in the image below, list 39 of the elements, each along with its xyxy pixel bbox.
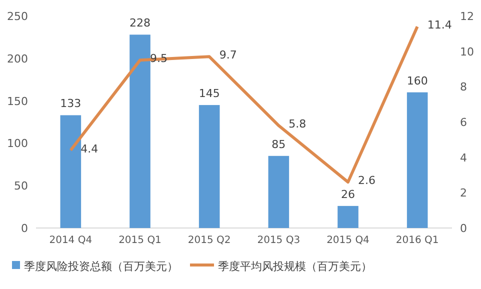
data-label: 160	[406, 74, 428, 88]
y-tick-label: 200	[7, 52, 28, 66]
y-tick-label: 0	[21, 222, 28, 235]
bar	[406, 92, 428, 228]
bar	[198, 105, 220, 228]
bar	[338, 206, 358, 228]
x-tick-label: 2014 Q4	[49, 235, 92, 246]
y2-tick-label: 2	[460, 186, 467, 200]
y2-tick-label: 12	[460, 10, 474, 23]
y2-tick-label: 4	[460, 151, 467, 164]
data-label: 5.8	[288, 118, 306, 131]
data-label: 145	[198, 87, 220, 100]
y2-tick-label: 8	[460, 80, 467, 94]
x-tick-label: 2015 Q3	[257, 235, 300, 246]
data-label: 133	[60, 97, 82, 110]
data-label: 26	[341, 188, 355, 201]
y-tick-label: 50	[14, 180, 28, 193]
y-tick-label: 250	[7, 10, 28, 23]
y2-tick-label: 10	[460, 45, 474, 58]
data-label: 11.4	[427, 18, 452, 32]
bar	[130, 34, 150, 228]
data-label: 228	[130, 16, 150, 30]
x-tick-label: 2015 Q4	[326, 235, 370, 246]
x-tick-label: 2016 Q1	[396, 235, 439, 246]
data-label: 9.7	[219, 48, 237, 62]
legend-label: 季度风险投资总额（百万美元）	[24, 260, 178, 273]
x-tick-label: 2015 Q2	[188, 235, 231, 246]
legend-label: 季度平均风投规模（百万美元）	[218, 260, 372, 273]
y2-tick-label: 0	[460, 222, 467, 235]
bar	[60, 115, 82, 228]
data-label: 4.4	[80, 142, 98, 156]
x-tick-label: 2015 Q1	[118, 235, 162, 246]
y-tick-label: 100	[7, 137, 28, 150]
data-label: 85	[272, 138, 286, 151]
data-label: 9.5	[150, 52, 168, 66]
y-tick-label: 150	[7, 94, 28, 108]
data-label: 2.6	[358, 174, 376, 188]
bar	[268, 156, 290, 228]
y2-tick-label: 6	[460, 116, 467, 129]
